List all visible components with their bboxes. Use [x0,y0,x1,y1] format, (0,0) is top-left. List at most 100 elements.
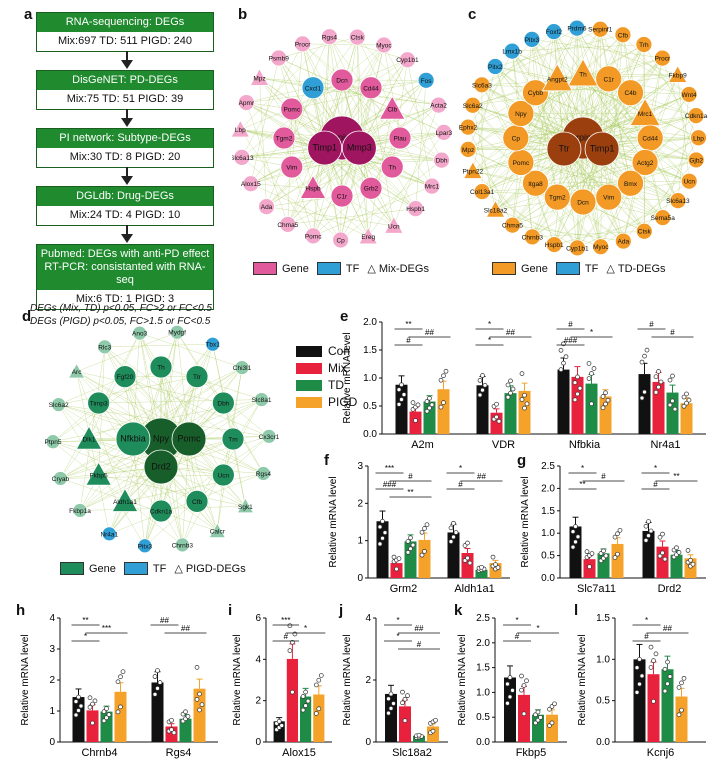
node-cfb[interactable]: Cfb [185,489,209,513]
node-apmr[interactable]: Apmr [237,94,255,111]
node-gjb2[interactable]: Gjb2 [687,151,705,169]
node-actg2[interactable]: Actg2 [631,149,659,176]
node-cyp1b1[interactable]: Cyp1b1 [396,51,419,69]
node-ada[interactable]: Ada [614,232,632,250]
node-ucn[interactable]: Ucn [211,463,235,487]
node-cxcl1[interactable]: Cxcl1 [301,76,325,100]
node-ano3[interactable]: Ano3 [132,325,148,341]
node-ereg[interactable]: Ereg [358,226,379,245]
node-pitx3[interactable]: Pitx3 [137,538,153,554]
node-alox15[interactable]: Alox15 [241,175,261,193]
node-nr4a1[interactable]: Nr4a1 [100,526,119,542]
node-ucn[interactable]: Ucn [680,172,698,190]
node-hspb1[interactable]: Hspb1 [545,236,564,253]
node-calcr[interactable]: Calcr [208,522,227,539]
node-cx3cr1[interactable]: Cx3cr1 [259,428,280,444]
node-dcn[interactable]: Dcn [569,188,597,216]
node-grb2[interactable]: Grb2 [359,176,383,200]
node-fkbp9[interactable]: Fkbp9 [667,64,688,83]
node-nfkbia[interactable]: Nfkbia [115,421,151,457]
node-th[interactable]: Th [380,155,404,179]
node-myoc[interactable]: Myoc [375,36,393,54]
node-chi3l1[interactable]: Chi3l1 [233,360,252,375]
node-c1r[interactable]: C1r [330,184,354,208]
node-tm[interactable]: Tm [221,427,245,451]
node-rgs4[interactable]: Rgs4 [256,466,272,481]
node-lpar3[interactable]: Lpar3 [435,124,452,141]
node-chma5[interactable]: Chma5 [277,216,299,233]
node-fgf20[interactable]: Fgf20 [113,365,137,389]
node-procr[interactable]: Procr [294,35,312,53]
node-ctsk[interactable]: Ctsk [348,28,366,46]
node-cd44[interactable]: Cd44 [359,76,383,100]
node-lmx1b[interactable]: Lmx1b [502,42,522,60]
node-ucn[interactable]: Ucn [383,215,404,234]
node-tgm2[interactable]: Tgm2 [543,183,571,211]
node-foxf2[interactable]: Foxf2 [545,23,563,40]
node-ephx2[interactable]: Ephx2 [459,118,478,136]
node-dbh[interactable]: Dbh [211,391,235,415]
node-th[interactable]: Th [149,355,173,379]
node-angpt2[interactable]: Angpt2 [541,63,573,92]
node-lbp[interactable]: Lbp [690,129,707,147]
node-slc6a13[interactable]: Slc6a13 [232,149,254,166]
node-slc6a3[interactable]: Slc6a3 [472,76,492,94]
node-cybb[interactable]: Cybb [522,79,549,107]
node-cd44[interactable]: Cd44 [636,124,664,152]
node-npy[interactable]: Npy [507,100,535,127]
node-ptpn5[interactable]: Ptpn5 [45,434,62,450]
node-tbx1[interactable]: Tbx1 [205,336,220,352]
node-pomc[interactable]: Pomc [171,421,207,457]
node-fkbp1a[interactable]: Fkbp1a [69,503,91,518]
node-ada[interactable]: Ada [258,198,275,216]
node-mrc1[interactable]: Mrc1 [423,177,441,195]
node-rlc3[interactable]: Rlc3 [97,339,113,355]
node-slc8a1[interactable]: Slc8a1 [252,392,272,407]
node-pomc[interactable]: Pomc [304,227,322,245]
node-vim[interactable]: Vim [280,155,304,179]
node-prdm6[interactable]: Prdm6 [567,19,587,37]
node-slc6a13[interactable]: Slc6a13 [666,192,690,210]
node-slc6a2[interactable]: Slc6a2 [463,96,483,114]
node-chrnb3[interactable]: Chrnb3 [522,228,544,246]
node-mpz[interactable]: Mpz [249,68,270,86]
node-slc6a2[interactable]: Slc6a2 [49,397,69,412]
node-procr[interactable]: Procr [654,49,671,67]
node-plau[interactable]: Plau [388,126,412,150]
node-cdkn1a[interactable]: Cdkn1a [685,107,708,125]
node-hspb[interactable]: Hspb [299,174,327,199]
node-myoc[interactable]: Myoc [592,238,610,256]
node-ttr[interactable]: Ttr [546,131,582,167]
node-clb[interactable]: Clb [378,95,406,120]
node-drd2[interactable]: Drd2 [143,449,179,485]
node-cyp1b1[interactable]: Cyp1b1 [566,239,589,257]
node-pitx2[interactable]: Pitx2 [486,58,504,75]
node-th[interactable]: Th [567,58,599,87]
node-mpz[interactable]: Mpz [459,140,477,158]
node-acta2[interactable]: Acta2 [430,96,447,114]
node-pitx3[interactable]: Pitx3 [523,30,541,48]
node-c1r[interactable]: C1r [595,65,623,93]
node-dcn[interactable]: Dcn [330,68,354,92]
node-ttr[interactable]: Ttr [185,365,209,389]
node-c4b[interactable]: C4b [617,79,644,107]
node-col13a1[interactable]: Col13a1 [470,183,495,200]
node-lbp[interactable]: Lbp [232,119,251,138]
node-cdkn1a[interactable]: Cdkn1a [149,499,173,523]
node-pomc[interactable]: Pomc [507,149,535,176]
node-slc18a2[interactable]: Slc18a2 [484,199,508,218]
node-sema5a[interactable]: Sema5a [651,209,676,226]
node-mmp3[interactable]: Mmp3 [341,130,377,166]
node-mrc1[interactable]: Mrc1 [629,97,661,126]
node-cryab[interactable]: Cryab [52,471,70,486]
node-arc[interactable]: Arc [67,362,86,379]
node-rgs4[interactable]: Rgs4 [321,28,338,46]
node-itga8[interactable]: Itga8 [522,169,549,197]
node-tgm2[interactable]: Tgm2 [272,126,296,150]
node-cp[interactable]: Cp [502,124,530,152]
node-fkbp5[interactable]: Fkbp5 [85,461,112,486]
node-timp1[interactable]: Timp1 [307,130,343,166]
node-bmx[interactable]: Bmx [617,169,644,197]
node-vim[interactable]: Vim [595,183,623,211]
node-fos[interactable]: Fos [417,71,435,89]
